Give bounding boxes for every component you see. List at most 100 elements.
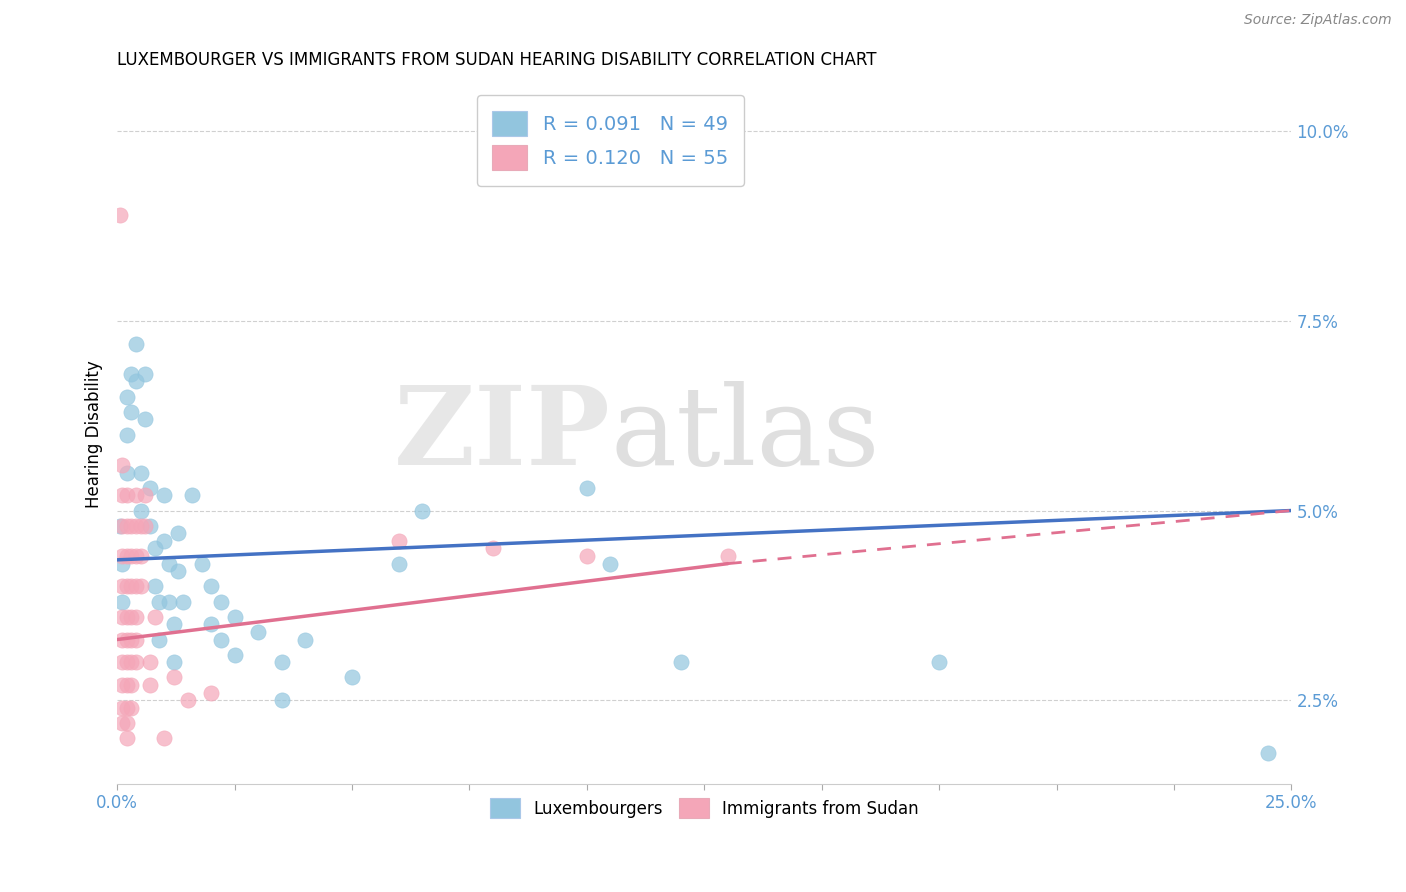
Point (224, 609, 246, 624)
Point (120, 701, 142, 715)
Point (120, 632, 142, 647)
Point (125, 488, 148, 502)
Legend: Luxembourgers, Immigrants from Sudan: Luxembourgers, Immigrants from Sudan (482, 792, 925, 824)
Point (115, 488, 138, 502)
Point (125, 375, 148, 389)
Point (125, 609, 148, 624)
Point (115, 632, 138, 647)
Point (575, 481, 598, 495)
Point (172, 594, 194, 608)
Point (411, 503, 433, 517)
Point (388, 557, 411, 571)
Point (111, 655, 134, 669)
Point (120, 549, 142, 563)
Point (120, 579, 142, 593)
Point (717, 549, 740, 563)
Point (115, 390, 138, 404)
Point (120, 367, 142, 381)
Point (125, 518, 148, 533)
Point (153, 533, 176, 548)
Point (125, 632, 148, 647)
Point (200, 579, 222, 593)
Point (111, 609, 134, 624)
Point (153, 488, 176, 502)
Point (111, 632, 134, 647)
Point (129, 549, 152, 563)
Point (129, 518, 152, 533)
Point (129, 503, 152, 517)
Point (111, 716, 134, 731)
Point (111, 557, 134, 571)
Point (115, 701, 138, 715)
Point (575, 549, 598, 563)
Point (143, 579, 166, 593)
Point (120, 678, 142, 692)
Point (928, 655, 950, 669)
Point (388, 533, 411, 548)
Point (134, 367, 156, 381)
Point (209, 632, 232, 647)
Point (120, 518, 142, 533)
Point (157, 594, 180, 608)
Point (115, 518, 138, 533)
Point (669, 655, 692, 669)
Point (200, 617, 222, 632)
Point (139, 481, 162, 495)
Point (115, 655, 138, 669)
Point (340, 671, 363, 685)
Text: LUXEMBOURGER VS IMMIGRANTS FROM SUDAN HEARING DISABILITY CORRELATION CHART: LUXEMBOURGER VS IMMIGRANTS FROM SUDAN HE… (117, 51, 877, 69)
Point (111, 678, 134, 692)
Point (139, 518, 162, 533)
Point (200, 686, 222, 700)
Point (162, 655, 184, 669)
Point (120, 655, 142, 669)
Point (134, 412, 156, 426)
Point (111, 594, 134, 608)
Point (181, 488, 204, 502)
Text: Source: ZipAtlas.com: Source: ZipAtlas.com (1244, 13, 1392, 28)
Point (125, 579, 148, 593)
Point (115, 549, 138, 563)
Point (139, 655, 162, 669)
Point (294, 632, 316, 647)
Point (270, 655, 292, 669)
Point (224, 648, 246, 662)
Point (111, 458, 134, 472)
Point (115, 427, 138, 442)
Point (148, 632, 170, 647)
Point (247, 624, 270, 639)
Point (115, 731, 138, 746)
Point (162, 617, 184, 632)
Point (111, 701, 134, 715)
Point (108, 208, 131, 222)
Y-axis label: Hearing Disability: Hearing Disability (86, 360, 103, 508)
Point (120, 609, 142, 624)
Point (125, 655, 148, 669)
Point (125, 336, 148, 351)
Point (134, 488, 156, 502)
Point (115, 678, 138, 692)
Point (129, 579, 152, 593)
Point (482, 541, 505, 556)
Point (129, 466, 152, 480)
Text: atlas: atlas (610, 381, 880, 488)
Point (111, 518, 134, 533)
Point (209, 594, 232, 608)
Point (111, 549, 134, 563)
Point (599, 557, 621, 571)
Point (120, 405, 142, 419)
Point (167, 526, 190, 541)
Point (108, 518, 131, 533)
Point (190, 557, 212, 571)
Point (115, 609, 138, 624)
Point (143, 609, 166, 624)
Point (111, 579, 134, 593)
Point (115, 466, 138, 480)
Text: ZIP: ZIP (394, 381, 610, 488)
Point (125, 549, 148, 563)
Point (139, 678, 162, 692)
Point (143, 541, 166, 556)
Point (1257, 747, 1279, 761)
Point (115, 716, 138, 731)
Point (153, 731, 176, 746)
